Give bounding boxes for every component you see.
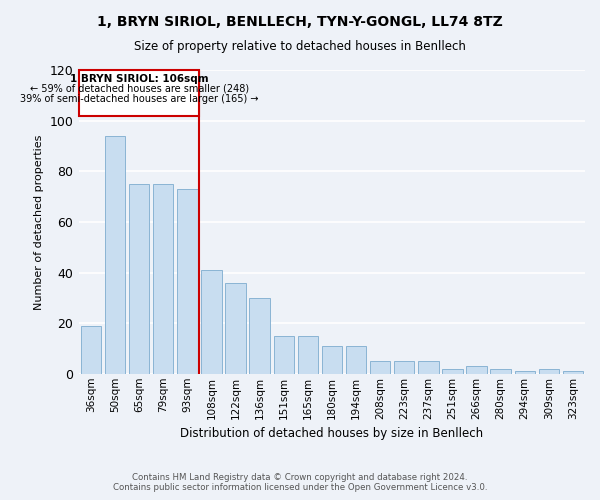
Y-axis label: Number of detached properties: Number of detached properties bbox=[34, 134, 44, 310]
Bar bbox=[394, 361, 415, 374]
Bar bbox=[226, 282, 246, 374]
Bar bbox=[346, 346, 366, 374]
Bar bbox=[370, 361, 391, 374]
Text: 39% of semi-detached houses are larger (165) →: 39% of semi-detached houses are larger (… bbox=[20, 94, 259, 104]
Bar bbox=[418, 361, 439, 374]
Bar bbox=[81, 326, 101, 374]
Bar bbox=[250, 298, 270, 374]
Text: Size of property relative to detached houses in Benllech: Size of property relative to detached ho… bbox=[134, 40, 466, 53]
Bar bbox=[515, 371, 535, 374]
X-axis label: Distribution of detached houses by size in Benllech: Distribution of detached houses by size … bbox=[181, 427, 484, 440]
Bar bbox=[79, 70, 199, 116]
Text: 1, BRYN SIRIOL, BENLLECH, TYN-Y-GONGL, LL74 8TZ: 1, BRYN SIRIOL, BENLLECH, TYN-Y-GONGL, L… bbox=[97, 15, 503, 29]
Bar bbox=[539, 368, 559, 374]
Bar bbox=[322, 346, 342, 374]
Bar bbox=[490, 368, 511, 374]
Bar bbox=[177, 189, 197, 374]
Text: 1 BRYN SIRIOL: 106sqm: 1 BRYN SIRIOL: 106sqm bbox=[70, 74, 208, 84]
Bar bbox=[466, 366, 487, 374]
Text: Contains HM Land Registry data © Crown copyright and database right 2024.
Contai: Contains HM Land Registry data © Crown c… bbox=[113, 473, 487, 492]
Bar bbox=[201, 270, 221, 374]
Bar bbox=[563, 371, 583, 374]
Bar bbox=[298, 336, 318, 374]
Text: ← 59% of detached houses are smaller (248): ← 59% of detached houses are smaller (24… bbox=[29, 84, 249, 94]
Bar bbox=[105, 136, 125, 374]
Bar bbox=[442, 368, 463, 374]
Bar bbox=[274, 336, 294, 374]
Bar bbox=[153, 184, 173, 374]
Bar bbox=[129, 184, 149, 374]
